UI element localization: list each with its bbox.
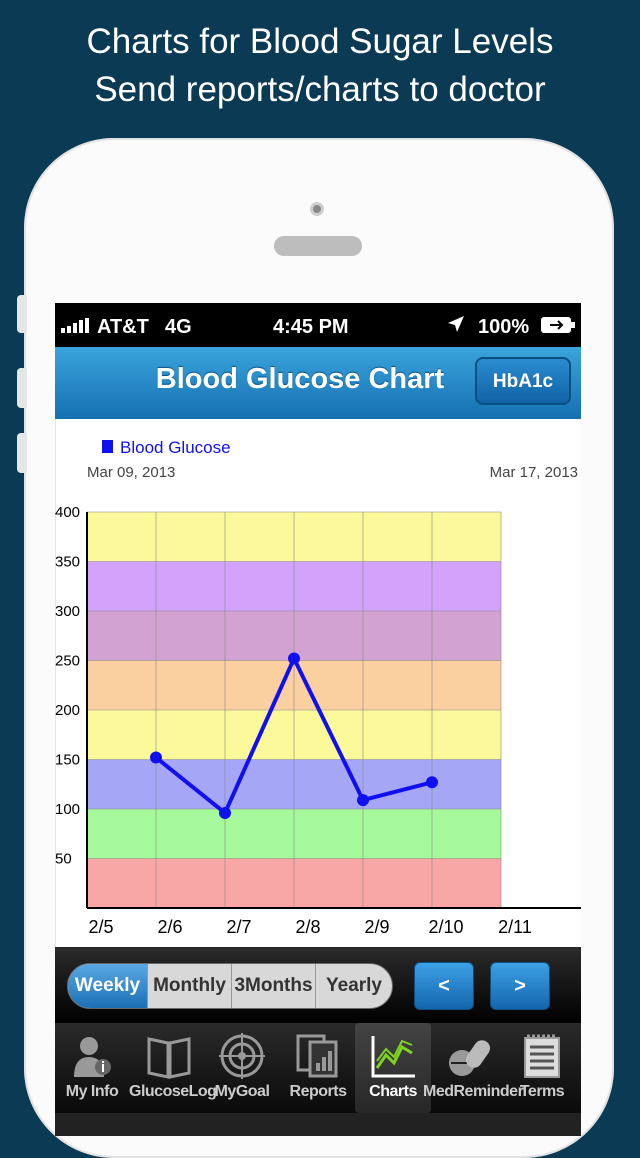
notepad-icon	[524, 1034, 560, 1078]
tab-label: Charts	[369, 1083, 417, 1100]
period-segmented-control: Weekly Monthly 3Months Yearly	[67, 963, 393, 1009]
carrier-label: AT&T	[97, 316, 149, 338]
x-tick-label: 2/9	[364, 917, 389, 937]
segment-3months[interactable]: 3Months	[232, 964, 316, 1008]
front-camera	[310, 202, 324, 216]
tab-label: My Info	[65, 1083, 119, 1100]
y-tick-label: 150	[55, 752, 80, 769]
previous-button[interactable]: <	[414, 962, 474, 1010]
book-icon	[147, 1037, 191, 1079]
legend-label: Blood Glucose	[120, 438, 231, 457]
chart-area: Blood Glucose Mar 09, 2013 Mar 17, 2013 …	[55, 419, 581, 947]
tab-charts[interactable]: Charts	[355, 1023, 431, 1113]
segment-weekly[interactable]: Weekly	[68, 964, 148, 1008]
app-screen: AT&T 4G 4:45 PM 100% Blood Glucose Chart…	[55, 303, 581, 1136]
segment-yearly[interactable]: Yearly	[326, 975, 382, 996]
date-start-label: Mar 09, 2013	[87, 464, 175, 481]
report-document-icon	[296, 1034, 338, 1078]
tab-terms[interactable]: Terms	[511, 1023, 573, 1113]
legend-swatch	[102, 440, 113, 453]
next-button[interactable]: >	[490, 962, 550, 1010]
volume-down-button	[17, 433, 27, 473]
x-tick-label: 2/10	[428, 917, 463, 937]
tab-label: MyGoal	[214, 1083, 270, 1100]
data-point	[288, 652, 300, 665]
tab-reports[interactable]: Reports	[281, 1023, 355, 1113]
tab-med-reminder[interactable]: MedReminder	[423, 1023, 524, 1113]
y-tick-label: 300	[55, 603, 80, 620]
promo-headline: Charts for Blood Sugar Levels Send repor…	[0, 18, 640, 114]
x-tick-label: 2/7	[226, 917, 251, 937]
volume-up-button	[17, 368, 27, 408]
y-tick-label: 50	[55, 851, 72, 868]
segment-monthly[interactable]: Monthly	[148, 964, 232, 1008]
target-icon	[219, 1033, 265, 1079]
line-chart-icon	[371, 1036, 415, 1078]
tab-my-info[interactable]: My Info	[57, 1023, 127, 1113]
y-tick-label: 350	[55, 554, 80, 571]
tab-label: Terms	[519, 1083, 565, 1100]
promo-line-1: Charts for Blood Sugar Levels	[86, 22, 554, 61]
tab-label: MedReminder	[423, 1083, 524, 1100]
tab-bar: My Info GlucoseLog MyGoal Reports Charts…	[55, 1023, 581, 1113]
navigation-bar: Blood Glucose Chart HbA1c	[55, 347, 581, 420]
x-tick-label: 2/5	[88, 917, 113, 937]
chart-controls: Weekly Monthly 3Months Yearly < >	[55, 947, 581, 1023]
hba1c-button[interactable]: HbA1c	[475, 357, 571, 405]
mute-switch	[17, 295, 27, 333]
y-tick-label: 250	[55, 653, 80, 670]
pills-icon	[449, 1040, 491, 1076]
y-tick-label: 100	[55, 801, 80, 818]
network-label: 4G	[165, 316, 192, 338]
status-time: 4:45 PM	[273, 316, 349, 338]
x-tick-label: 2/8	[295, 917, 320, 937]
tab-label: GlucoseLog	[129, 1083, 217, 1100]
y-tick-label: 400	[55, 504, 80, 521]
earpiece-speaker	[274, 236, 362, 256]
battery-percent: 100%	[478, 316, 530, 338]
blood-glucose-chart: Blood Glucose Mar 09, 2013 Mar 17, 2013 …	[55, 419, 581, 947]
tab-label: Reports	[289, 1083, 347, 1100]
tab-my-goal[interactable]: MyGoal	[211, 1023, 273, 1113]
y-tick-label: 200	[55, 702, 80, 719]
battery-icon	[540, 316, 576, 340]
data-point	[426, 776, 438, 789]
data-point	[357, 794, 369, 807]
status-bar: AT&T 4G 4:45 PM 100%	[55, 303, 581, 347]
tab-glucose-log[interactable]: GlucoseLog	[129, 1023, 217, 1113]
location-arrow-icon	[447, 315, 465, 339]
page-title: Blood Glucose Chart	[155, 363, 445, 395]
home-area-strip	[55, 1113, 581, 1136]
data-point	[219, 806, 231, 819]
signal-icon	[61, 317, 91, 340]
data-point	[150, 751, 162, 764]
date-end-label: Mar 17, 2013	[490, 464, 578, 481]
x-tick-label: 2/11	[498, 917, 532, 937]
x-tick-label: 2/6	[157, 917, 182, 937]
promo-line-2: Send reports/charts to doctor	[94, 70, 546, 109]
person-info-icon	[74, 1037, 111, 1077]
